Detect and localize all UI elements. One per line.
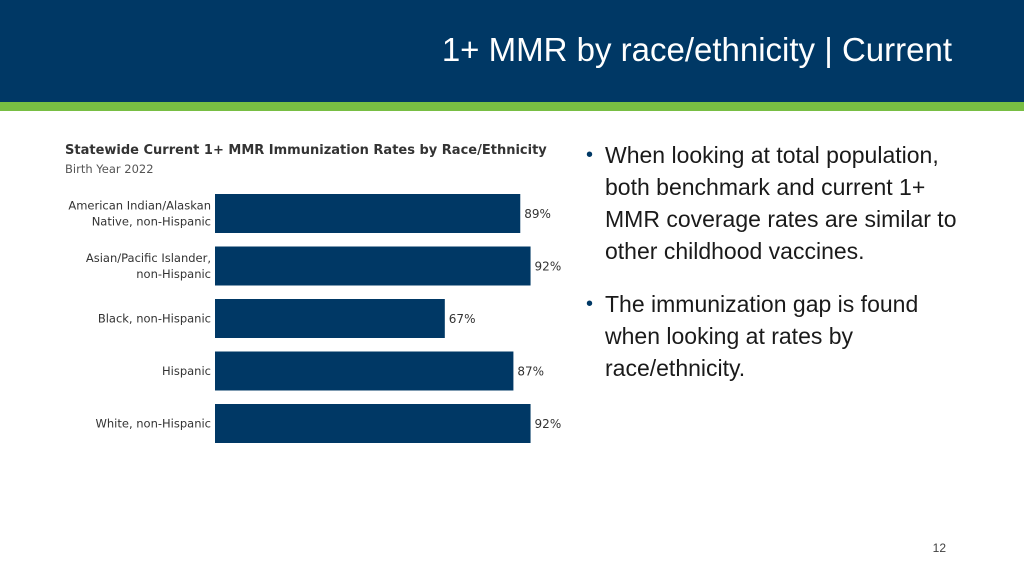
bullet-item-2: The immunization gap is found when looki… bbox=[586, 288, 966, 384]
bar-4 bbox=[215, 351, 514, 391]
bar-5 bbox=[215, 404, 531, 443]
chart-subtitle: Birth Year 2022 bbox=[65, 162, 154, 176]
value-label-2: 92% bbox=[535, 260, 562, 274]
category-label-2-line-2: non-Hispanic bbox=[136, 267, 211, 281]
value-label-3: 67% bbox=[449, 312, 476, 326]
category-label-3: Black, non-Hispanic bbox=[98, 312, 211, 326]
category-label-2-line-1: Asian/Pacific Islander, bbox=[86, 251, 211, 265]
category-label-5: White, non-Hispanic bbox=[96, 417, 212, 431]
value-label-5: 92% bbox=[535, 417, 562, 431]
slide-header: 1+ MMR by race/ethnicity | Current bbox=[0, 0, 1024, 102]
bar-1 bbox=[215, 194, 521, 233]
header-accent-stripe bbox=[0, 102, 1024, 111]
category-label-1-line-2: Native, non-Hispanic bbox=[92, 215, 211, 229]
chart-title: Statewide Current 1+ MMR Immunization Ra… bbox=[65, 143, 547, 158]
page-number: 12 bbox=[932, 541, 946, 555]
bar-2 bbox=[215, 246, 531, 286]
value-label-4: 87% bbox=[517, 365, 544, 379]
value-label-1: 89% bbox=[524, 207, 551, 221]
bullet-list: When looking at total population, both b… bbox=[586, 139, 966, 405]
bullet-item-1: When looking at total population, both b… bbox=[586, 139, 966, 267]
bar-3 bbox=[215, 299, 445, 338]
slide-title: 1+ MMR by race/ethnicity | Current bbox=[441, 31, 952, 68]
category-label-1-line-1: American Indian/Alaskan bbox=[68, 199, 211, 213]
category-label-4: Hispanic bbox=[162, 364, 211, 378]
